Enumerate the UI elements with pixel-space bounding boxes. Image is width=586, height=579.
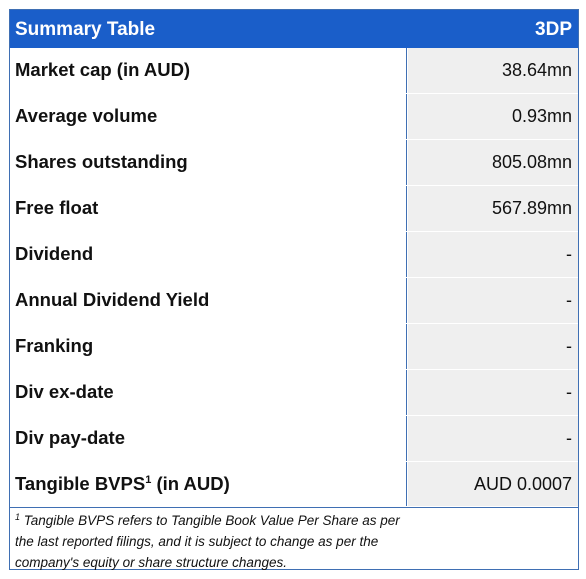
table-row: Annual Dividend Yield - (10, 278, 578, 324)
footnote-marker: 1 (15, 512, 21, 522)
row-value-annual-dividend-yield: - (408, 278, 578, 323)
tangible-bvps-label: Tangible BVPS (15, 473, 146, 494)
footnote-ref-marker: 1 (145, 474, 152, 486)
row-value-div-pay-date: - (408, 416, 578, 461)
row-value-tangible-bvps: AUD 0.0007 (408, 462, 578, 506)
table-header: Summary Table 3DP (10, 10, 578, 48)
table-row: Tangible BVPS1 (in AUD) AUD 0.0007 (10, 462, 578, 508)
row-label-div-pay-date: Div pay-date (10, 416, 407, 461)
row-label-tangible-bvps: Tangible BVPS1 (in AUD) (10, 462, 407, 506)
row-value-franking: - (408, 324, 578, 369)
table-body: Market cap (in AUD) 38.64mn Average volu… (10, 48, 578, 508)
table-row: Average volume 0.93mn (10, 94, 578, 140)
row-label-franking: Franking (10, 324, 407, 369)
footnote-text: Tangible BVPS refers to Tangible Book Va… (15, 513, 400, 570)
row-label-free-float: Free float (10, 186, 407, 231)
row-value-market-cap: 38.64mn (408, 48, 578, 93)
table-title: Summary Table (15, 19, 156, 40)
row-label-average-volume: Average volume (10, 94, 407, 139)
table-row: Market cap (in AUD) 38.64mn (10, 48, 578, 94)
table-row: Shares outstanding 805.08mn (10, 140, 578, 186)
tangible-bvps-unit: (in AUD) (151, 473, 230, 494)
row-value-average-volume: 0.93mn (408, 94, 578, 139)
ticker-symbol: 3DP (535, 19, 572, 40)
row-value-shares-outstanding: 805.08mn (408, 140, 578, 185)
row-value-div-ex-date: - (408, 370, 578, 415)
footnote: 1 Tangible BVPS refers to Tangible Book … (15, 510, 415, 573)
row-label-annual-dividend-yield: Annual Dividend Yield (10, 278, 407, 323)
row-label-div-ex-date: Div ex-date (10, 370, 407, 415)
table-row: Dividend - (10, 232, 578, 278)
table-row: Div pay-date - (10, 416, 578, 462)
table-row: Free float 567.89mn (10, 186, 578, 232)
table-row: Div ex-date - (10, 370, 578, 416)
row-label-shares-outstanding: Shares outstanding (10, 140, 407, 185)
row-label-market-cap: Market cap (in AUD) (10, 48, 407, 93)
row-label-dividend: Dividend (10, 232, 407, 277)
row-value-free-float: 567.89mn (408, 186, 578, 231)
summary-table: Summary Table 3DP Market cap (in AUD) 38… (9, 9, 579, 570)
row-value-dividend: - (408, 232, 578, 277)
table-row: Franking - (10, 324, 578, 370)
